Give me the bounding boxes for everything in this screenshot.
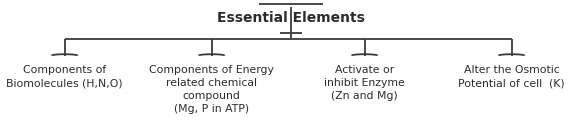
Text: Alter the Osmotic
Potential of cell  (K): Alter the Osmotic Potential of cell (K) [458,65,565,88]
Text: Components of
Biomolecules (H,N,O): Components of Biomolecules (H,N,O) [6,65,123,88]
Text: Activate or
inhibit Enzyme
(Zn and Mg): Activate or inhibit Enzyme (Zn and Mg) [324,65,405,101]
Text: Essential Elements: Essential Elements [217,11,365,25]
Text: Components of Energy
related chemical
compound
(Mg, P in ATP): Components of Energy related chemical co… [149,65,274,114]
